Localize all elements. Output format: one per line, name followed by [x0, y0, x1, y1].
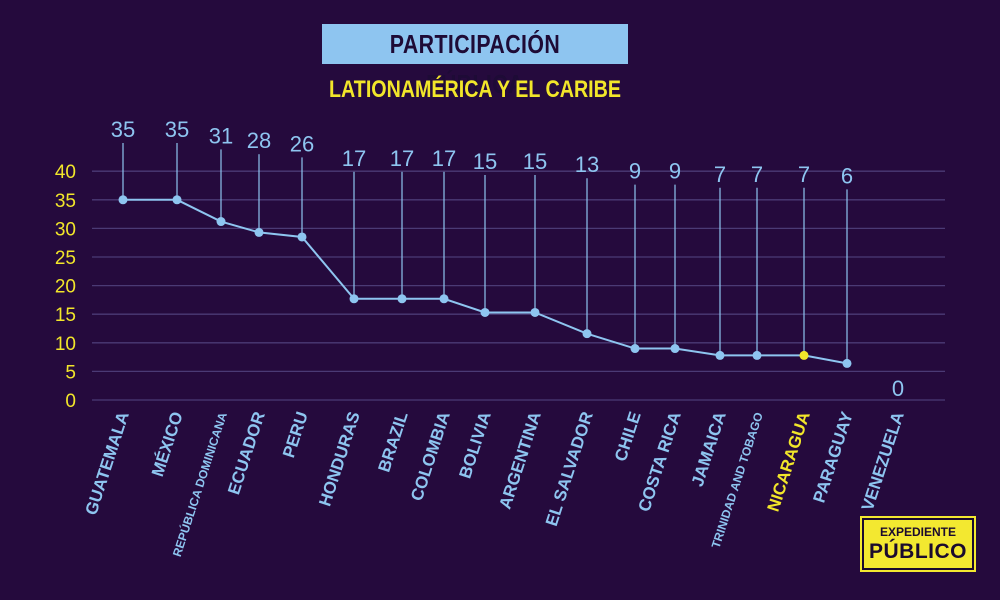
chart-title: PARTICIPACIÓN PÚBLICA	[389, 29, 561, 99]
category-label: GUATEMALA	[82, 409, 133, 517]
data-point	[480, 307, 490, 317]
data-point	[172, 195, 182, 205]
category-label: VENEZUELA	[858, 409, 908, 513]
y-tick-label: 20	[55, 277, 76, 298]
logo-line-2: PÚBLICO	[869, 540, 967, 563]
y-tick-label: 25	[55, 248, 76, 269]
data-point	[752, 350, 762, 360]
category-label: PARAGUAY	[810, 409, 857, 505]
value-label: 15	[523, 149, 547, 174]
category-label: BRAZIL	[374, 409, 411, 474]
data-point	[842, 358, 852, 368]
y-tick-label: 5	[65, 362, 76, 383]
value-label: 0	[892, 376, 904, 401]
value-label: 28	[247, 128, 271, 153]
title-banner: PARTICIPACIÓN PÚBLICA	[322, 24, 628, 99]
y-tick-label: 35	[55, 191, 76, 212]
y-tick-label: 15	[55, 305, 76, 326]
value-label: 7	[751, 162, 763, 187]
value-label: 26	[290, 131, 314, 156]
category-label: BOLIVIA	[455, 409, 494, 480]
data-point	[582, 329, 592, 339]
data-point	[397, 294, 407, 304]
data-point	[216, 217, 226, 227]
category-label: COSTA RICA	[635, 409, 685, 514]
data-point	[799, 350, 809, 360]
value-label: 7	[714, 162, 726, 187]
logo-line-1: EXPEDIENTE	[879, 525, 957, 539]
y-tick-label: 10	[55, 334, 76, 355]
value-label: 13	[575, 152, 599, 177]
y-tick-label: 0	[65, 391, 76, 412]
category-label: EL SALVADOR	[542, 409, 597, 528]
category-label: ECUADOR	[224, 409, 269, 497]
y-tick-label: 40	[55, 162, 76, 183]
data-point	[297, 232, 307, 242]
value-label: 15	[473, 149, 497, 174]
value-label: 6	[841, 163, 853, 188]
category-label: CHILE	[611, 409, 645, 463]
category-label: NICARAGUA	[764, 409, 814, 514]
category-label: PERU	[279, 409, 312, 460]
data-point	[118, 195, 128, 205]
expediente-publico-logo: EXPEDIENTE PÚBLICO	[860, 516, 976, 572]
category-label: HONDURAS	[315, 409, 363, 508]
data-point	[530, 307, 540, 317]
value-label: 7	[798, 162, 810, 187]
value-label: 9	[629, 159, 641, 184]
data-point	[715, 350, 725, 360]
value-label: 9	[669, 159, 681, 184]
category-label: JAMAICA	[688, 409, 730, 489]
value-label: 31	[209, 123, 233, 148]
data-point	[349, 294, 359, 304]
data-point	[254, 227, 264, 237]
category-label: ARGENTINA	[496, 409, 545, 511]
category-label: COLOMBIA	[407, 409, 454, 503]
data-point	[439, 294, 449, 304]
value-label: 17	[342, 146, 366, 171]
value-label: 17	[432, 146, 456, 171]
value-label: 35	[111, 117, 135, 142]
data-point	[630, 344, 640, 354]
y-tick-label: 30	[55, 219, 76, 240]
data-point	[670, 344, 680, 354]
value-label: 17	[390, 146, 414, 171]
category-label: MÉXICO	[148, 409, 187, 479]
chart-subtitle: LATIONAMÉRICA Y EL CARIBE	[329, 76, 621, 103]
value-label: 35	[165, 117, 189, 142]
